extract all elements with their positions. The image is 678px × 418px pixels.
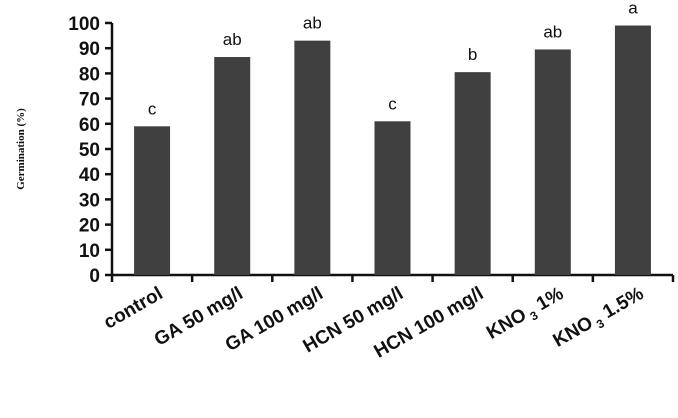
bar — [614, 25, 651, 275]
y-tick-label: 30 — [79, 190, 100, 211]
bar — [294, 40, 331, 275]
y-axis: 0 10 20 30 40 50 60 70 80 90 100 — [68, 14, 114, 287]
significance-letter: c — [388, 94, 397, 113]
bars — [134, 25, 651, 276]
y-tick-label: 100 — [68, 14, 100, 35]
x-axis — [110, 273, 675, 282]
y-tick-label: 90 — [79, 39, 100, 60]
y-tick-label: 40 — [79, 165, 100, 186]
significance-letter: a — [628, 0, 638, 18]
bar — [454, 72, 491, 275]
bar — [214, 57, 251, 275]
significance-letter: ab — [223, 30, 242, 49]
significance-letter: b — [468, 45, 477, 64]
y-tick-label: 60 — [79, 115, 100, 136]
bar — [134, 126, 171, 275]
y-axis-title: Germination (%) — [15, 108, 27, 190]
significance-letter: ab — [543, 22, 562, 41]
y-tick-label: 0 — [89, 266, 100, 287]
y-tick-label: 10 — [79, 241, 100, 262]
y-tick-label: 50 — [79, 140, 100, 161]
significance-labels: c ab ab c b ab a — [148, 0, 638, 118]
bar — [534, 49, 571, 276]
category-label: control — [100, 283, 166, 333]
category-label: KNO 3 1.5% — [550, 283, 649, 354]
significance-letter: c — [148, 99, 157, 118]
y-tick-label: 80 — [79, 64, 100, 85]
bar — [374, 121, 411, 275]
y-tick-label: 70 — [79, 90, 100, 111]
significance-letter: ab — [303, 14, 322, 33]
y-tick-label: 20 — [79, 216, 100, 237]
